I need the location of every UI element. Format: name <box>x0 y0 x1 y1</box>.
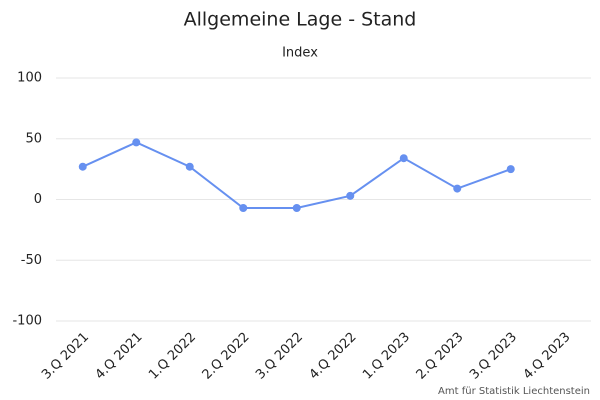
y-tick-label: -100 <box>12 314 42 329</box>
series-line <box>82 141 512 210</box>
data-point <box>132 138 141 147</box>
y-tick-label: -50 <box>21 253 42 268</box>
y-tick-label: 50 <box>25 131 42 146</box>
source-credit: Amt für Statistik Liechtenstein <box>438 386 590 397</box>
chart-title: Allgemeine Lage - Stand <box>184 9 417 31</box>
x-tick-label: 3.Q 2023 <box>467 330 520 383</box>
x-tick-label: 3.Q 2022 <box>253 330 306 383</box>
data-point <box>506 165 515 174</box>
data-point <box>292 204 301 213</box>
data-point <box>78 162 87 171</box>
data-point <box>346 191 355 200</box>
x-tick-label: 4.Q 2021 <box>93 330 146 383</box>
data-point <box>185 162 194 171</box>
x-tick-label: 4.Q 2023 <box>521 330 574 383</box>
x-tick-label: 4.Q 2022 <box>307 330 360 383</box>
x-tick-label: 1.Q 2023 <box>360 330 413 383</box>
x-tick-label: 2.Q 2023 <box>414 330 467 383</box>
data-point <box>399 154 408 163</box>
x-tick-label: 1.Q 2022 <box>146 330 199 383</box>
y-tick-label: 0 <box>34 192 42 207</box>
data-point <box>239 204 248 213</box>
data-point <box>453 184 462 193</box>
y-axis-title: Index <box>282 46 318 61</box>
y-tick-label: 100 <box>17 71 42 86</box>
x-tick-label: 2.Q 2022 <box>200 330 253 383</box>
x-tick-label: 3.Q 2021 <box>39 330 92 383</box>
